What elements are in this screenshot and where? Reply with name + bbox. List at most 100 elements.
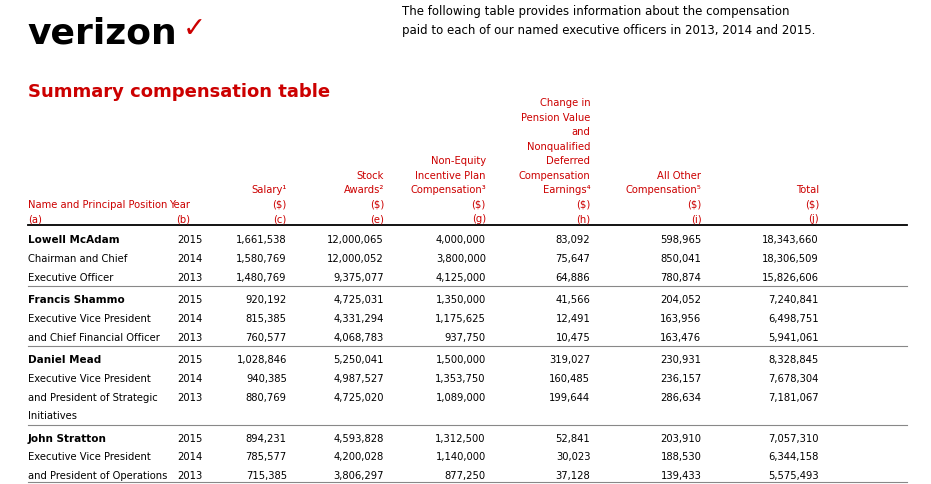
Text: 1,480,769: 1,480,769 xyxy=(236,272,287,283)
Text: 2014: 2014 xyxy=(177,254,202,264)
Text: 5,250,041: 5,250,041 xyxy=(333,354,384,364)
Text: 8,328,845: 8,328,845 xyxy=(769,354,819,364)
Text: 12,000,052: 12,000,052 xyxy=(327,254,384,264)
Text: 37,128: 37,128 xyxy=(556,470,590,480)
Text: 2014: 2014 xyxy=(177,452,202,461)
Text: (a): (a) xyxy=(28,213,42,224)
Text: 2013: 2013 xyxy=(177,272,202,283)
Text: 1,661,538: 1,661,538 xyxy=(236,235,287,245)
Text: 715,385: 715,385 xyxy=(246,470,287,480)
Text: All Other: All Other xyxy=(657,170,701,181)
Text: 52,841: 52,841 xyxy=(556,433,590,443)
Text: 4,000,000: 4,000,000 xyxy=(436,235,486,245)
Text: Compensation³: Compensation³ xyxy=(410,185,486,195)
Text: Earnings⁴: Earnings⁴ xyxy=(543,185,590,195)
Text: Daniel Mead: Daniel Mead xyxy=(28,354,101,364)
Text: (i): (i) xyxy=(691,213,701,224)
Text: 1,353,750: 1,353,750 xyxy=(436,373,486,383)
Text: 9,375,077: 9,375,077 xyxy=(333,272,384,283)
Text: 75,647: 75,647 xyxy=(556,254,590,264)
Text: 4,125,000: 4,125,000 xyxy=(436,272,486,283)
Text: Compensation: Compensation xyxy=(519,170,590,181)
Text: Incentive Plan: Incentive Plan xyxy=(415,170,486,181)
Text: 2015: 2015 xyxy=(177,235,202,245)
Text: Deferred: Deferred xyxy=(546,156,590,166)
Text: 18,306,509: 18,306,509 xyxy=(762,254,819,264)
Text: Salary¹: Salary¹ xyxy=(251,185,287,195)
Text: verizon: verizon xyxy=(28,16,178,50)
Text: 286,634: 286,634 xyxy=(660,392,701,402)
Text: 6,498,751: 6,498,751 xyxy=(768,314,819,323)
Text: Year: Year xyxy=(169,199,190,209)
Text: 203,910: 203,910 xyxy=(660,433,701,443)
Text: 7,678,304: 7,678,304 xyxy=(768,373,819,383)
Text: 780,874: 780,874 xyxy=(660,272,701,283)
Text: ($): ($) xyxy=(576,199,590,209)
Text: 163,956: 163,956 xyxy=(660,314,701,323)
Text: 4,725,031: 4,725,031 xyxy=(333,295,384,304)
Text: 188,530: 188,530 xyxy=(660,452,701,461)
Text: 1,500,000: 1,500,000 xyxy=(436,354,486,364)
Text: 1,350,000: 1,350,000 xyxy=(436,295,486,304)
Text: 1,089,000: 1,089,000 xyxy=(436,392,486,402)
Text: (j): (j) xyxy=(808,213,819,224)
Text: 598,965: 598,965 xyxy=(660,235,701,245)
Text: 236,157: 236,157 xyxy=(660,373,701,383)
Text: 160,485: 160,485 xyxy=(549,373,590,383)
Text: and President of Strategic: and President of Strategic xyxy=(28,392,157,402)
Text: 877,250: 877,250 xyxy=(445,470,486,480)
Text: 30,023: 30,023 xyxy=(556,452,590,461)
Text: 204,052: 204,052 xyxy=(660,295,701,304)
Text: 937,750: 937,750 xyxy=(445,332,486,342)
Text: 760,577: 760,577 xyxy=(246,332,287,342)
Text: (h): (h) xyxy=(576,213,590,224)
Text: Executive Vice President: Executive Vice President xyxy=(28,314,151,323)
Text: Pension Value: Pension Value xyxy=(521,113,590,122)
Text: Change in: Change in xyxy=(540,98,590,108)
Text: 83,092: 83,092 xyxy=(556,235,590,245)
Text: 7,240,841: 7,240,841 xyxy=(768,295,819,304)
Text: 4,068,783: 4,068,783 xyxy=(333,332,384,342)
Text: Lowell McAdam: Lowell McAdam xyxy=(28,235,119,245)
Text: 4,593,828: 4,593,828 xyxy=(333,433,384,443)
Text: 10,475: 10,475 xyxy=(556,332,590,342)
Text: (b): (b) xyxy=(176,213,190,224)
Text: ($): ($) xyxy=(370,199,384,209)
Text: and: and xyxy=(572,127,590,137)
Text: Summary compensation table: Summary compensation table xyxy=(28,83,330,101)
Text: John Stratton: John Stratton xyxy=(28,433,107,443)
Text: 880,769: 880,769 xyxy=(246,392,287,402)
Text: 1,028,846: 1,028,846 xyxy=(236,354,287,364)
Text: ($): ($) xyxy=(804,199,819,209)
Text: ($): ($) xyxy=(471,199,486,209)
Text: 163,476: 163,476 xyxy=(660,332,701,342)
Text: 2015: 2015 xyxy=(177,354,202,364)
Text: 894,231: 894,231 xyxy=(246,433,287,443)
Text: 4,725,020: 4,725,020 xyxy=(333,392,384,402)
Text: ✓: ✓ xyxy=(183,15,207,43)
Text: 2015: 2015 xyxy=(177,433,202,443)
Text: 12,491: 12,491 xyxy=(556,314,590,323)
Text: 3,800,000: 3,800,000 xyxy=(436,254,486,264)
Text: and President of Operations: and President of Operations xyxy=(28,470,168,480)
Text: 2015: 2015 xyxy=(177,295,202,304)
Text: 2014: 2014 xyxy=(177,373,202,383)
Text: 2013: 2013 xyxy=(177,392,202,402)
Text: 815,385: 815,385 xyxy=(246,314,287,323)
Text: 940,385: 940,385 xyxy=(246,373,287,383)
Text: Francis Shammo: Francis Shammo xyxy=(28,295,125,304)
Text: 18,343,660: 18,343,660 xyxy=(762,235,819,245)
Text: 2013: 2013 xyxy=(177,332,202,342)
Text: 4,200,028: 4,200,028 xyxy=(333,452,384,461)
Text: 15,826,606: 15,826,606 xyxy=(762,272,819,283)
Text: (c): (c) xyxy=(274,213,287,224)
Text: 1,312,500: 1,312,500 xyxy=(436,433,486,443)
Text: 920,192: 920,192 xyxy=(246,295,287,304)
Text: 850,041: 850,041 xyxy=(660,254,701,264)
Text: Compensation⁵: Compensation⁵ xyxy=(626,185,701,195)
Text: 1,580,769: 1,580,769 xyxy=(236,254,287,264)
Text: 7,181,067: 7,181,067 xyxy=(768,392,819,402)
Text: 319,027: 319,027 xyxy=(549,354,590,364)
Text: The following table provides information about the compensation
paid to each of : The following table provides information… xyxy=(402,5,816,37)
Text: and Chief Financial Officer: and Chief Financial Officer xyxy=(28,332,159,342)
